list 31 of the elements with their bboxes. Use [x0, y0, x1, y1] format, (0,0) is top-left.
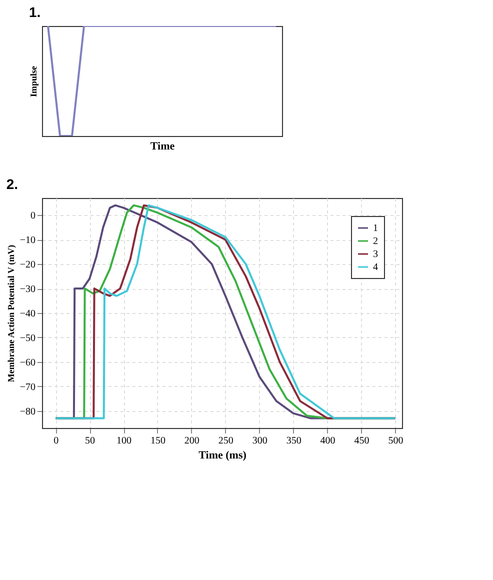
line-series	[54, 204, 396, 420]
x-tick-label: 400	[320, 436, 336, 446]
y-axis-title: Impulse	[28, 66, 38, 98]
x-tick-label: 350	[286, 436, 302, 446]
x-tick-label: 250	[218, 436, 234, 446]
y-tick-label: −50	[20, 332, 36, 344]
legend-label: 4	[373, 262, 378, 273]
x-tick-label: 50	[85, 436, 96, 446]
x-tick-label: 500	[388, 436, 404, 446]
chart-title: 1.	[29, 4, 41, 20]
legend-label: 2	[373, 236, 378, 247]
y-tick-label: −10	[20, 235, 36, 246]
x-axis-title: Time (ms)	[198, 450, 247, 462]
x-tick-label: 150	[150, 436, 166, 446]
legend-label: 3	[373, 249, 378, 260]
y-tick-label: −80	[20, 406, 36, 418]
y-tick-label: −60	[20, 357, 36, 368]
x-tick-label: 300	[252, 436, 268, 446]
y-axis-title: Membrane Action Potential V (mV)	[6, 244, 16, 382]
y-tick-label: −20	[20, 260, 36, 271]
y-tick-label: −30	[20, 284, 36, 296]
x-tick-label: 100	[116, 436, 132, 446]
x-tick-label: 450	[354, 436, 370, 446]
x-tick-label: 200	[184, 436, 200, 446]
y-tick-label: 0	[30, 210, 36, 222]
x-axis-title: Time	[150, 140, 175, 152]
x-tick-label: 0	[54, 436, 59, 446]
y-tick-label: −70	[20, 382, 36, 393]
chart-title: 2.	[6, 176, 18, 192]
y-tick-label: −40	[20, 308, 36, 320]
legend-label: 1	[373, 223, 378, 234]
